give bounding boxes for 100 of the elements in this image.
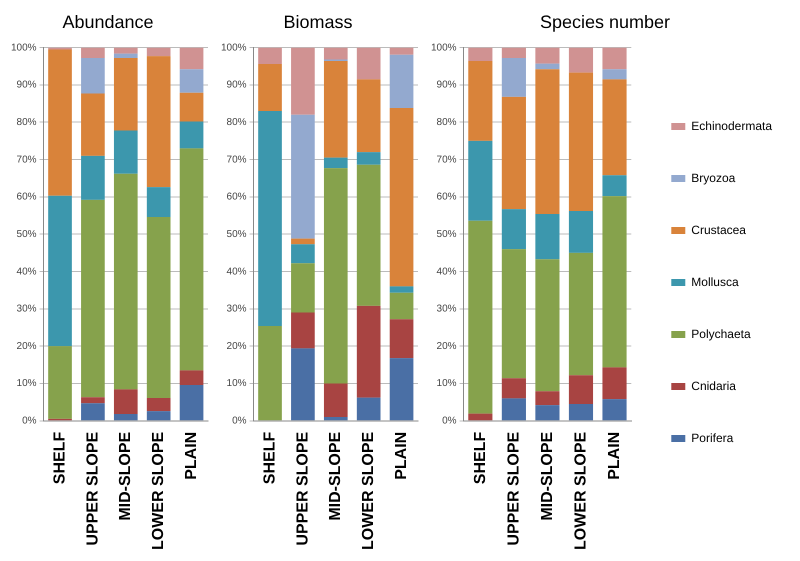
legend-label: Cnidaria xyxy=(691,378,736,393)
x-tick-label: MID-SLOPE xyxy=(327,431,344,521)
bar xyxy=(114,54,138,58)
bar xyxy=(535,391,560,406)
x-tick-label: PLAIN xyxy=(392,432,410,480)
bar xyxy=(180,48,204,70)
legend-label: Echinodermata xyxy=(691,118,772,133)
y-tick-label: 30% xyxy=(436,304,457,315)
bar xyxy=(146,217,171,398)
x-tick-label: SHELF xyxy=(472,432,489,484)
bar xyxy=(291,244,315,264)
bar xyxy=(502,48,526,58)
bar xyxy=(146,56,171,188)
bar xyxy=(356,48,381,80)
bar xyxy=(502,378,526,398)
bar xyxy=(324,61,348,158)
bar xyxy=(81,48,105,58)
bar xyxy=(48,49,72,196)
bar xyxy=(324,158,348,168)
legend-label: Porifera xyxy=(691,430,734,445)
bar xyxy=(180,69,204,93)
y-tick-label: 0% xyxy=(442,416,457,427)
x-tick-label: PLAIN xyxy=(182,432,200,480)
y-tick-label: 40% xyxy=(226,266,247,278)
bar xyxy=(568,375,594,404)
bar xyxy=(535,259,560,392)
bar xyxy=(291,48,315,115)
bar xyxy=(568,72,594,212)
bar xyxy=(146,48,171,56)
bar xyxy=(81,156,105,200)
x-tick-label: MID-SLOPE xyxy=(117,431,134,521)
y-tick-label: 50% xyxy=(436,228,457,240)
legend-label: Polychaeta xyxy=(691,326,751,341)
bar xyxy=(356,306,381,398)
bar xyxy=(602,79,627,176)
bar xyxy=(81,58,105,94)
bar xyxy=(81,403,105,420)
bar xyxy=(390,319,414,358)
bar xyxy=(468,414,492,420)
bar xyxy=(258,48,282,64)
bar xyxy=(114,48,138,54)
legend-label: Mollusca xyxy=(691,274,739,289)
bar xyxy=(568,404,594,420)
bar xyxy=(535,214,560,260)
bar xyxy=(535,48,560,64)
y-tick-label: 20% xyxy=(436,340,457,352)
bar xyxy=(356,398,381,420)
bar xyxy=(535,64,560,70)
chart-title: Abundance xyxy=(62,12,154,32)
bar xyxy=(146,411,171,420)
bar xyxy=(81,94,105,156)
y-tick-label: 70% xyxy=(226,154,247,166)
bar xyxy=(602,399,627,420)
bar xyxy=(602,196,627,368)
bar xyxy=(81,200,105,398)
y-tick-label: 90% xyxy=(436,80,457,91)
bar xyxy=(502,249,526,378)
bar xyxy=(146,187,171,218)
y-tick-label: 100% xyxy=(11,42,37,54)
bar xyxy=(468,220,492,414)
bar xyxy=(258,326,282,420)
bar xyxy=(114,414,138,420)
y-tick-label: 60% xyxy=(226,192,247,203)
legend-label: Crustacea xyxy=(691,222,746,237)
y-tick-label: 10% xyxy=(226,378,247,390)
x-tick-label: SHELF xyxy=(51,432,68,484)
bar xyxy=(535,405,560,420)
bar xyxy=(324,383,348,418)
bar xyxy=(390,358,414,420)
y-tick-label: 10% xyxy=(436,378,457,390)
y-tick-label: 50% xyxy=(226,228,247,240)
y-tick-label: 40% xyxy=(16,266,37,278)
bar xyxy=(180,148,204,370)
bar xyxy=(390,286,414,293)
bar xyxy=(291,263,315,313)
bar xyxy=(390,48,414,55)
x-tick-label: LOWER SLOPE xyxy=(360,431,378,550)
bar xyxy=(602,367,627,400)
y-tick-label: 40% xyxy=(436,266,457,278)
x-tick-label: SHELF xyxy=(261,432,278,484)
y-tick-label: 60% xyxy=(436,192,457,203)
bar xyxy=(291,114,315,239)
y-tick-label: 70% xyxy=(436,154,457,166)
y-tick-label: 80% xyxy=(16,116,37,128)
bar xyxy=(535,69,560,214)
y-tick-label: 60% xyxy=(16,192,37,203)
bar xyxy=(468,48,492,62)
bar xyxy=(291,348,315,420)
bar xyxy=(48,196,72,346)
bar xyxy=(180,92,204,122)
bar xyxy=(390,108,414,286)
x-tick-label: UPPER SLOPE xyxy=(84,431,102,546)
bar xyxy=(502,398,526,420)
y-tick-label: 30% xyxy=(16,304,37,315)
bar xyxy=(180,384,204,420)
x-tick-label: PLAIN xyxy=(606,432,623,480)
bar xyxy=(356,164,381,306)
bar xyxy=(146,398,171,412)
y-tick-label: 30% xyxy=(226,304,247,315)
bar xyxy=(390,292,414,320)
